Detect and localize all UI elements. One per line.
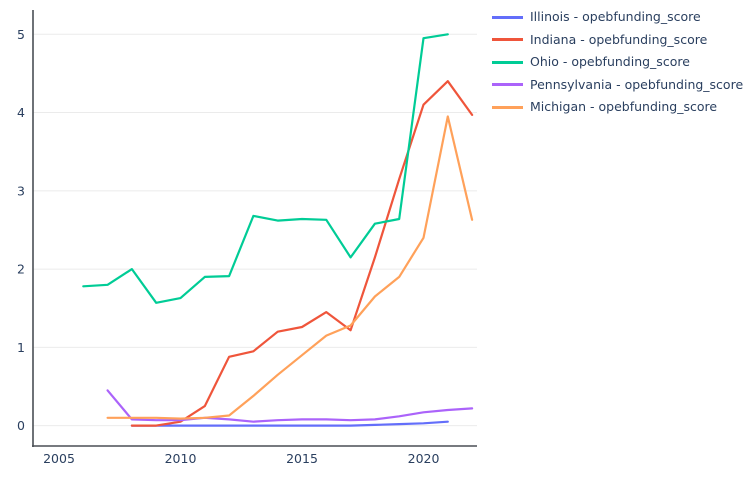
legend-item-illinois[interactable]: Illinois - opebfunding_score <box>492 6 743 29</box>
y-tick-label: 3 <box>17 183 25 198</box>
legend-line-swatch <box>492 38 523 42</box>
series-line-michigan[interactable] <box>106 115 474 420</box>
series-line-indiana[interactable] <box>130 80 474 427</box>
y-tick-label: 1 <box>17 340 25 355</box>
x-tick-label: 2020 <box>408 451 440 466</box>
series-line-ohio[interactable] <box>82 33 449 304</box>
x-tick-label: 2015 <box>286 451 318 466</box>
legend-item-indiana[interactable]: Indiana - opebfunding_score <box>492 29 743 52</box>
legend-label: Ohio - opebfunding_score <box>530 54 690 69</box>
y-tick-label: 2 <box>17 262 25 277</box>
y-tick-label: 5 <box>17 27 25 42</box>
x-tick-label: 2005 <box>43 451 75 466</box>
legend-line-swatch <box>492 60 523 64</box>
legend-item-ohio[interactable]: Ohio - opebfunding_score <box>492 51 743 74</box>
legend: Illinois - opebfunding_score Indiana - op… <box>492 6 743 119</box>
series-line-illinois[interactable] <box>130 420 449 427</box>
legend-label: Indiana - opebfunding_score <box>530 31 708 47</box>
legend-line-swatch <box>492 83 523 87</box>
x-tick-label: 2010 <box>165 451 197 466</box>
legend-item-pennsylvania[interactable]: Pennsylvania - opebfunding_score <box>492 74 743 97</box>
legend-label: Pennsylvania - opebfunding_score <box>530 76 744 92</box>
legend-label: Michigan - opebfunding_score <box>530 99 718 114</box>
y-tick-label: 4 <box>17 105 25 120</box>
series-line-pennsylvania[interactable] <box>106 389 474 423</box>
legend-item-michigan[interactable]: Michigan - opebfunding_score <box>492 96 743 119</box>
legend-line-swatch <box>492 105 523 109</box>
y-tick-label: 0 <box>17 418 25 433</box>
legend-label: Illinois - opebfunding_score <box>530 9 701 24</box>
legend-line-swatch <box>492 15 523 19</box>
